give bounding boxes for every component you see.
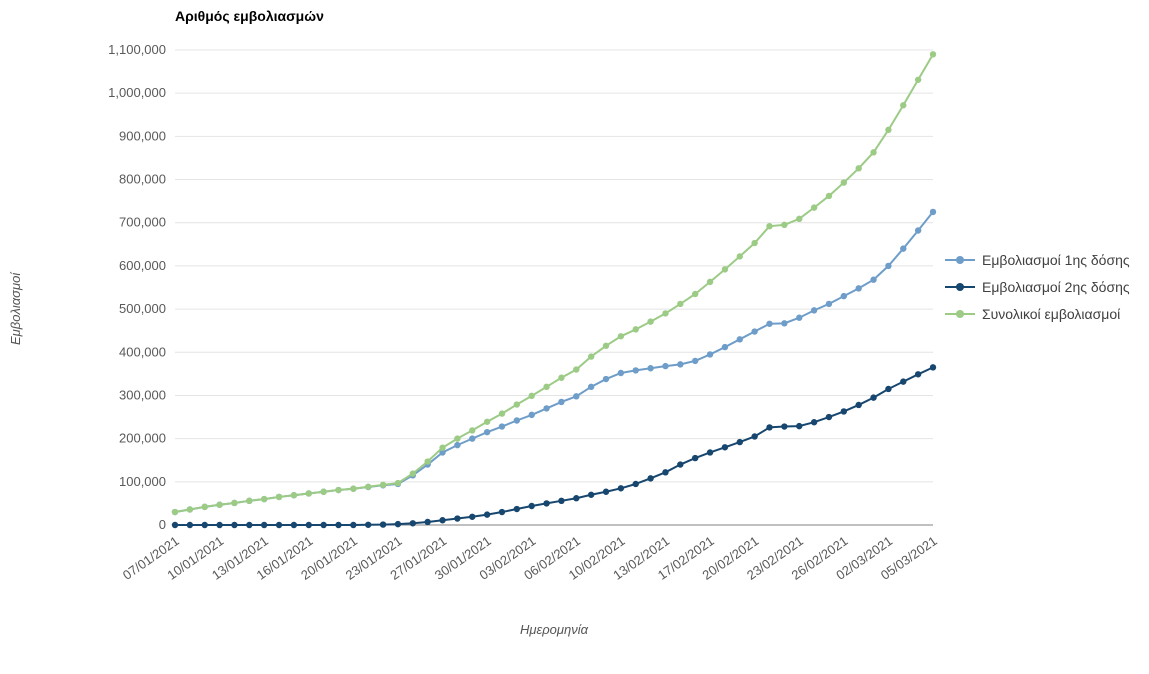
legend-label-total: Συνολικοί εμβολιασμοί	[982, 306, 1121, 322]
legend-item-total[interactable]: Συνολικοί εμβολιασμοί	[945, 306, 1130, 322]
svg-text:700,000: 700,000	[119, 215, 166, 230]
legend-item-dose2[interactable]: Εμβολιασμοί 2ης δόσης	[945, 279, 1130, 295]
dose1-line-marker-icon	[945, 256, 975, 264]
x-axis-title: Ημερομηνία	[519, 622, 589, 637]
svg-text:400,000: 400,000	[119, 344, 166, 359]
legend-label-dose2: Εμβολιασμοί 2ης δόσης	[982, 279, 1130, 295]
svg-text:1,100,000: 1,100,000	[108, 42, 166, 57]
svg-text:800,000: 800,000	[119, 172, 166, 187]
svg-text:100,000: 100,000	[119, 474, 166, 489]
svg-text:300,000: 300,000	[119, 387, 166, 402]
legend-item-dose1[interactable]: Εμβολιασμοί 1ης δόσης	[945, 252, 1130, 268]
svg-text:900,000: 900,000	[119, 128, 166, 143]
svg-text:600,000: 600,000	[119, 258, 166, 273]
dose2-line-marker-icon	[945, 283, 975, 291]
chart-title: Αριθμός εμβολιασμών	[175, 8, 324, 24]
legend-label-dose1: Εμβολιασμοί 1ης δόσης	[982, 252, 1130, 268]
total-line-marker-icon	[945, 310, 975, 318]
svg-text:200,000: 200,000	[119, 431, 166, 446]
svg-text:0: 0	[159, 517, 166, 532]
chart-legend: Εμβολιασμοί 1ης δόσης Εμβολιασμοί 2ης δό…	[945, 252, 1130, 322]
svg-text:500,000: 500,000	[119, 301, 166, 316]
svg-text:1,000,000: 1,000,000	[108, 85, 166, 100]
